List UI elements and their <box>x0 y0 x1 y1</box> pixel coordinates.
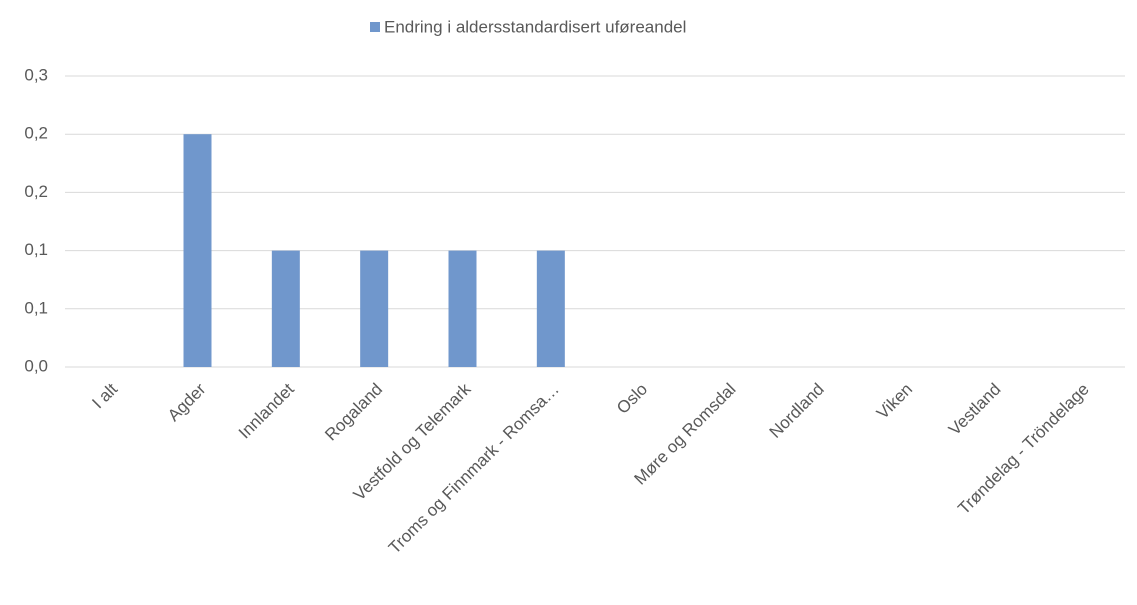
x-tick-label: Innlandet <box>235 379 298 442</box>
y-tick-label: 0,3 <box>24 65 48 84</box>
legend-label: Endring i aldersstandardisert uføreandel <box>384 17 686 36</box>
bar <box>271 250 300 367</box>
y-tick-label: 0,1 <box>24 240 48 259</box>
x-tick-label: Oslo <box>613 380 651 418</box>
legend-swatch <box>370 22 380 32</box>
bar <box>183 134 212 367</box>
bar <box>360 250 389 367</box>
bar <box>448 250 477 367</box>
bar <box>536 250 565 367</box>
x-tick-label: Agder <box>164 379 210 425</box>
x-tick-label: Rogaland <box>321 380 386 445</box>
x-tick-label: Troms og Finnmark - Romsa… <box>385 380 563 558</box>
x-tick-label: Nordland <box>766 380 828 442</box>
x-tick-label: I alt <box>88 379 121 412</box>
y-tick-label: 0,2 <box>24 124 48 143</box>
x-tick-label: Viken <box>873 380 916 423</box>
x-tick-label: Vestland <box>945 380 1005 440</box>
y-tick-label: 0,2 <box>24 182 48 201</box>
y-tick-label: 0,0 <box>24 356 48 375</box>
y-tick-label: 0,1 <box>24 298 48 317</box>
